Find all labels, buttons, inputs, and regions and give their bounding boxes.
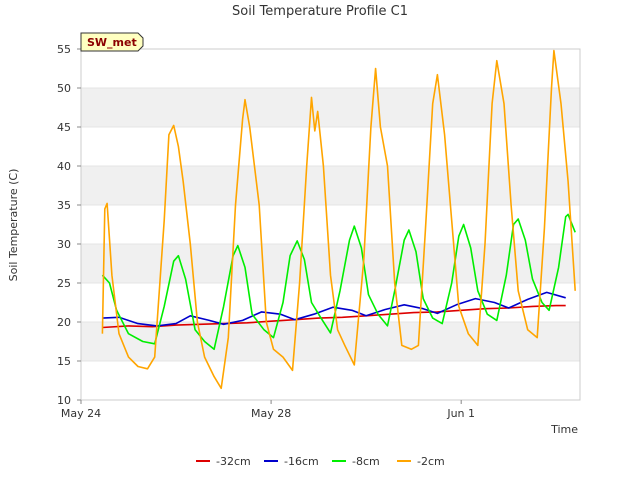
grid-band bbox=[81, 166, 580, 205]
x-tick-label: May 24 bbox=[61, 407, 101, 420]
y-tick-label: 40 bbox=[57, 160, 71, 173]
y-tick-label: 50 bbox=[57, 82, 71, 95]
legend-label: -8cm bbox=[352, 455, 380, 468]
grid-band bbox=[81, 322, 580, 361]
y-tick-label: 25 bbox=[57, 277, 71, 290]
legend-label: -32cm bbox=[216, 455, 251, 468]
series-line-minus-2cm bbox=[101, 49, 576, 390]
station-badge-text: SW_met bbox=[87, 36, 137, 49]
series-lines bbox=[101, 49, 576, 390]
x-axis: May 24 May 28 Jun 1 bbox=[61, 400, 475, 420]
y-tick-label: 30 bbox=[57, 238, 71, 251]
legend-label: -2cm bbox=[417, 455, 445, 468]
y-tick-label: 10 bbox=[57, 394, 71, 407]
y-tick-label: 35 bbox=[57, 199, 71, 212]
y-axis: 10 15 20 25 30 35 40 45 50 55 bbox=[57, 43, 81, 407]
station-badge: SW_met bbox=[80, 32, 144, 52]
y-tick-label: 15 bbox=[57, 355, 71, 368]
grid-band bbox=[81, 88, 580, 127]
chart-title: Soil Temperature Profile C1 bbox=[232, 4, 408, 19]
y-axis-label: Soil Temperature (C) bbox=[7, 169, 20, 282]
y-tick-label: 45 bbox=[57, 121, 71, 134]
series-line-minus-16cm bbox=[102, 291, 566, 327]
legend-label: -16cm bbox=[284, 455, 319, 468]
y-tick-label: 55 bbox=[57, 43, 71, 56]
x-tick-label: May 28 bbox=[251, 407, 291, 420]
plot-frame bbox=[80, 48, 581, 401]
series-line-minus-32cm bbox=[102, 304, 566, 329]
y-tick-label: 20 bbox=[57, 316, 71, 329]
series-line-minus-8cm bbox=[101, 213, 576, 351]
x-axis-label: Time bbox=[550, 423, 578, 436]
x-tick-label: Jun 1 bbox=[446, 407, 475, 420]
legend: -32cm -16cm -8cm -2cm bbox=[196, 455, 445, 468]
